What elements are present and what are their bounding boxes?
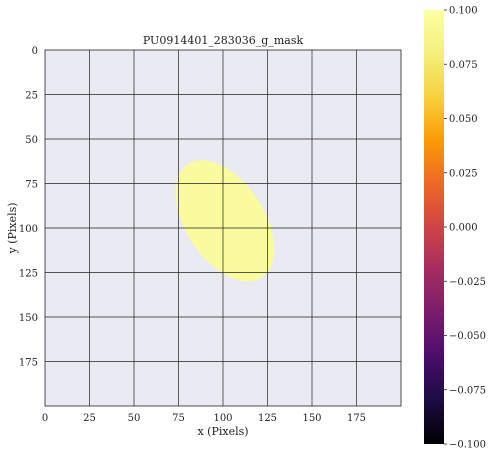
x-tick-label: 25	[83, 413, 96, 424]
y-axis-label: y (Pixels)	[6, 202, 19, 254]
colorbar-tick-label: −0.025	[449, 277, 486, 288]
grid-lines	[45, 50, 401, 406]
colorbar	[424, 10, 444, 444]
y-tick-labels: 0 25 50 75 100 125 150 175	[19, 46, 38, 369]
x-axis-label: x (Pixels)	[197, 425, 248, 438]
y-tick-label: 100	[19, 224, 38, 235]
x-tick-label: 125	[258, 413, 277, 424]
x-tick-label: 50	[128, 413, 141, 424]
y-tick-label: 50	[25, 135, 38, 146]
x-tick-label: 150	[302, 413, 321, 424]
x-tick-label: 0	[42, 413, 48, 424]
colorbar-tick-label: −0.075	[449, 385, 486, 396]
colorbar-tick-label: 0.100	[449, 6, 478, 17]
plot-frame	[44, 49, 402, 407]
x-tick-labels: 0 25 50 75 100 125 150 175	[42, 413, 366, 424]
mask-region	[175, 160, 275, 282]
colorbar-tick-label: 0.000	[449, 223, 478, 234]
colorbar-tick-label: 0.050	[449, 114, 478, 125]
colorbar-tick-label: −0.050	[449, 331, 486, 342]
y-tick-label: 125	[19, 269, 38, 280]
colorbar-tick-label: 0.075	[449, 60, 478, 71]
x-tick-label: 175	[347, 413, 366, 424]
chart-title: PU0914401_283036_g_mask	[143, 34, 304, 47]
y-tick-label: 75	[25, 180, 38, 191]
x-tick-label: 75	[172, 413, 185, 424]
y-tick-label: 25	[25, 91, 38, 102]
y-tick-label: 175	[19, 358, 38, 369]
colorbar-tick-label: −0.100	[449, 440, 486, 451]
colorbar-tick-labels: 0.100 0.075 0.050 0.025 0.000 −0.025 −0.050 −0.…	[444, 6, 486, 451]
colorbar-tick-label: 0.025	[449, 168, 478, 179]
y-tick-label: 0	[32, 46, 38, 57]
y-tick-label: 150	[19, 313, 38, 324]
x-tick-label: 100	[213, 413, 232, 424]
